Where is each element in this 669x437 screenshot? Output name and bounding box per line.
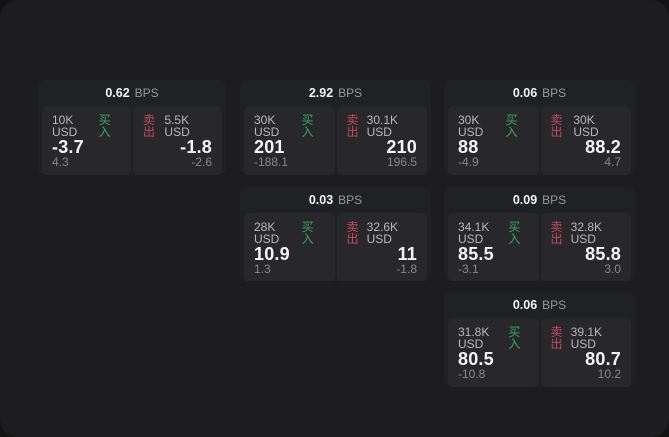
- sell-notional: 30.1K USD: [366, 113, 398, 139]
- sell-adjustment: -2.6: [191, 155, 212, 169]
- quote-card: 0.03 BPS 28K USD 买入 10.9 1.3 卖出 32.6K US…: [240, 187, 431, 281]
- buy-price: 201: [254, 137, 285, 157]
- sell-price: 80.7: [585, 349, 621, 369]
- card-body: 34.1K USD 买入 85.5 -3.1 卖出 32.8K USD 85.8…: [444, 213, 635, 281]
- buy-notional: 30K USD: [254, 113, 280, 139]
- buy-side-label: 买入: [301, 113, 314, 139]
- buy-adjustment: 4.3: [52, 155, 69, 169]
- sell-side-label: 卖出: [346, 220, 359, 246]
- sell-notional: 32.6K USD: [366, 220, 398, 246]
- sell-adjustment: 4.7: [604, 155, 621, 169]
- quote-card: 0.06 BPS 30K USD 买入 88 -4.9 卖出 30K USD: [444, 80, 635, 175]
- spread-header: 0.06 BPS: [444, 80, 635, 106]
- sell-side-label: 卖出: [550, 325, 563, 351]
- spread-bps-value: 2.92: [308, 86, 334, 100]
- buy-adjustment: 1.3: [254, 262, 271, 276]
- quote-card: 0.09 BPS 34.1K USD 买入 85.5 -3.1 卖出 32.8K…: [444, 187, 635, 281]
- bps-unit-label: BPS: [338, 193, 363, 207]
- buy-price: 10.9: [254, 244, 290, 264]
- buy-notional: 28K USD: [254, 220, 280, 246]
- spread-bps-value: 0.03: [308, 193, 334, 207]
- bps-unit-label: BPS: [542, 298, 567, 312]
- card-body: 30K USD 买入 88 -4.9 卖出 30K USD 88.2 4.7: [444, 106, 635, 175]
- buy-side-label: 买入: [505, 113, 518, 139]
- sell-quote-tile[interactable]: 卖出 39.1K USD 80.7 10.2: [540, 318, 631, 387]
- sell-adjustment: 196.5: [386, 155, 417, 169]
- spread-header: 0.03 BPS: [240, 187, 431, 213]
- sell-quote-tile[interactable]: 卖出 30.1K USD 210 196.5: [336, 106, 427, 175]
- bps-unit-label: BPS: [542, 193, 567, 207]
- buy-quote-tile[interactable]: 31.8K USD 买入 80.5 -10.8: [448, 318, 539, 387]
- buy-adjustment: -4.9: [458, 155, 479, 169]
- sell-adjustment: 3.0: [604, 262, 621, 276]
- sell-price: 88.2: [585, 137, 621, 157]
- sell-price: -1.8: [180, 137, 212, 157]
- sell-notional: 30K USD: [573, 113, 599, 139]
- sell-quote-tile[interactable]: 卖出 30K USD 88.2 4.7: [540, 106, 631, 175]
- spread-header: 2.92 BPS: [240, 80, 431, 106]
- spread-bps-value: 0.06: [512, 86, 538, 100]
- sell-notional: 39.1K USD: [570, 325, 602, 351]
- bps-unit-label: BPS: [338, 86, 363, 100]
- quote-card: 0.06 BPS 31.8K USD 买入 80.5 -10.8 卖出 39.1…: [444, 292, 635, 387]
- spread-header: 0.09 BPS: [444, 187, 635, 213]
- buy-price: 88: [458, 137, 479, 157]
- sell-side-label: 卖出: [346, 113, 359, 139]
- buy-adjustment: -3.1: [458, 262, 479, 276]
- buy-side-label: 买入: [98, 113, 111, 139]
- buy-price: 80.5: [458, 349, 494, 369]
- sell-price: 11: [397, 244, 417, 264]
- card-body: 28K USD 买入 10.9 1.3 卖出 32.6K USD 11 -1.8: [240, 213, 431, 281]
- buy-quote-tile[interactable]: 10K USD 买入 -3.7 4.3: [42, 106, 131, 175]
- buy-notional: 10K USD: [52, 113, 78, 139]
- buy-quote-tile[interactable]: 30K USD 买入 201 -188.1: [244, 106, 335, 175]
- buy-adjustment: -10.8: [458, 367, 486, 381]
- sell-price: 85.8: [585, 244, 621, 264]
- buy-side-label: 买入: [508, 325, 521, 351]
- sell-quote-tile[interactable]: 卖出 32.8K USD 85.8 3.0: [540, 213, 631, 281]
- card-body: 31.8K USD 买入 80.5 -10.8 卖出 39.1K USD 80.…: [444, 318, 635, 387]
- sell-price: 210: [386, 137, 417, 157]
- quote-card: 2.92 BPS 30K USD 买入 201 -188.1 卖出 30.1K …: [240, 80, 431, 175]
- spread-header: 0.06 BPS: [444, 292, 635, 318]
- bps-unit-label: BPS: [542, 86, 567, 100]
- quote-card: 0.62 BPS 10K USD 买入 -3.7 4.3 卖出 5.5K USD: [38, 80, 226, 175]
- sell-adjustment: 10.2: [597, 367, 621, 381]
- buy-side-label: 买入: [508, 220, 521, 246]
- buy-quote-tile[interactable]: 30K USD 买入 88 -4.9: [448, 106, 539, 175]
- spread-header: 0.62 BPS: [38, 80, 226, 106]
- spread-bps-value: 0.62: [105, 86, 130, 100]
- card-body: 30K USD 买入 201 -188.1 卖出 30.1K USD 210 1…: [240, 106, 431, 175]
- bps-unit-label: BPS: [134, 86, 159, 100]
- spread-bps-value: 0.06: [512, 298, 538, 312]
- buy-notional: 31.8K USD: [458, 325, 490, 351]
- card-body: 10K USD 买入 -3.7 4.3 卖出 5.5K USD -1.8 -2.…: [38, 106, 226, 175]
- buy-notional: 34.1K USD: [458, 220, 490, 246]
- sell-side-label: 卖出: [550, 113, 563, 139]
- sell-quote-tile[interactable]: 卖出 5.5K USD -1.8 -2.6: [133, 106, 222, 175]
- buy-quote-tile[interactable]: 34.1K USD 买入 85.5 -3.1: [448, 213, 539, 281]
- buy-side-label: 买入: [301, 220, 314, 246]
- buy-price: -3.7: [52, 137, 84, 157]
- sell-quote-tile[interactable]: 卖出 32.6K USD 11 -1.8: [336, 213, 427, 281]
- buy-quote-tile[interactable]: 28K USD 买入 10.9 1.3: [244, 213, 335, 281]
- sell-notional: 5.5K USD: [164, 113, 190, 139]
- sell-adjustment: -1.8: [396, 262, 417, 276]
- spread-bps-value: 0.09: [512, 193, 538, 207]
- buy-price: 85.5: [458, 244, 494, 264]
- sell-notional: 32.8K USD: [570, 220, 602, 246]
- buy-adjustment: -188.1: [254, 155, 289, 169]
- buy-notional: 30K USD: [458, 113, 484, 139]
- sell-side-label: 卖出: [143, 113, 156, 139]
- sell-side-label: 卖出: [550, 220, 563, 246]
